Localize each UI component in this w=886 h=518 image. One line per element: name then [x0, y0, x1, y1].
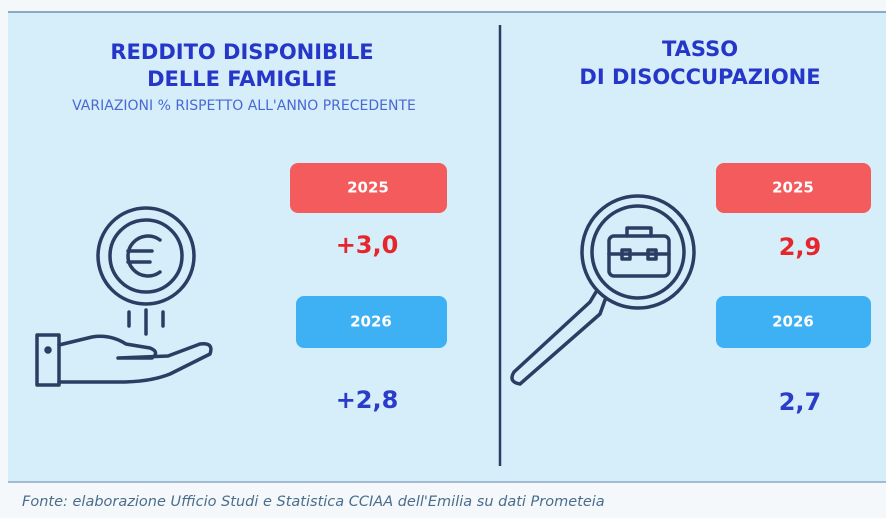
title-line: TASSO [662, 37, 738, 61]
value: +3,0 [336, 231, 399, 259]
badge-2026 [296, 296, 447, 348]
year-label: 2025 [347, 179, 389, 197]
year-label: 2026 [350, 313, 392, 331]
title-line: DI DISOCCUPAZIONE [579, 65, 820, 89]
magnifier-icon [510, 194, 696, 386]
badge-2025 [716, 163, 871, 213]
title-line: DELLE FAMIGLIE [147, 67, 337, 91]
year-label: 2025 [772, 179, 814, 197]
value: 2,9 [779, 233, 822, 261]
source: Fonte: elaborazione Ufficio Studi e Stat… [22, 494, 605, 510]
euro-hand-icon [35, 206, 213, 387]
badge-2025 [290, 163, 447, 213]
year-label: 2026 [772, 313, 814, 331]
value: +2,8 [336, 386, 399, 414]
badge-2026 [716, 296, 871, 348]
title-line: REDDITO DISPONIBILE [110, 40, 373, 64]
panel-bg [8, 12, 886, 482]
value: 2,7 [779, 388, 822, 416]
subtitle: VARIAZIONI % RISPETTO ALL'ANNO PRECEDENT… [72, 98, 416, 114]
